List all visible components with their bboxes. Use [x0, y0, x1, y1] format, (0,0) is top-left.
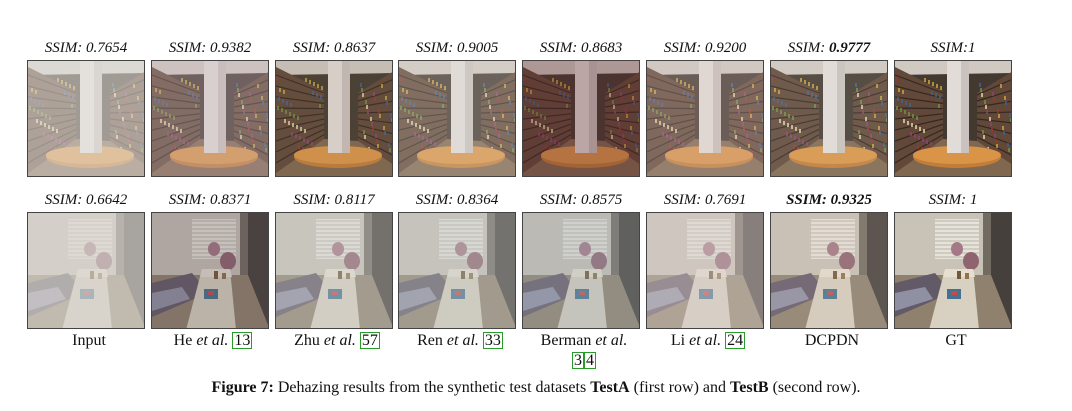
library-scene: [895, 61, 1011, 176]
bedroom-berman-image: [522, 212, 640, 329]
bedroom-scene: [152, 213, 268, 328]
ssim-score: SSIM: 0.9005: [415, 40, 499, 56]
label-li: Li et al. 24: [670, 332, 746, 349]
label-berman: Berman et al. 3 4: [540, 332, 628, 369]
bedroom-scene: [647, 213, 763, 328]
ssim-score: SSIM: 0.8117: [293, 192, 375, 208]
figure-caption: Figure 7: Dehazing results from the synt…: [211, 379, 861, 396]
library-li-image: [646, 60, 764, 177]
bedroom-zhu-image: [275, 212, 393, 329]
bedroom-scene: [523, 213, 639, 328]
ssim-score: SSIM: 0.8364: [415, 192, 499, 208]
library-scene: [647, 61, 763, 176]
bedroom-scene: [895, 213, 1011, 328]
bedroom-scene: [771, 213, 887, 328]
citation-link[interactable]: 24: [725, 332, 746, 349]
ssim-score: SSIM: 0.8371: [168, 192, 252, 208]
bedroom-scene: [28, 213, 144, 328]
citation-link[interactable]: 13: [232, 332, 253, 349]
ssim-score: SSIM: 0.8637: [292, 40, 376, 56]
citation-link[interactable]: 57: [359, 332, 380, 349]
citation-link[interactable]: 4: [584, 352, 596, 369]
library-scene: [523, 61, 639, 176]
label-zhu: Zhu et al. 57: [294, 332, 380, 349]
library-dcpdn-image: [770, 60, 888, 177]
ssim-best-value: 0.9777: [829, 40, 871, 56]
citation-link[interactable]: 33: [482, 332, 503, 349]
ssim-score: SSIM: 0.7654: [44, 40, 128, 56]
library-input-image: [27, 60, 145, 177]
label-dcpdn: DCPDN: [804, 332, 860, 349]
library-gt-image: [894, 60, 1012, 177]
library-scene: [771, 61, 887, 176]
library-scene: [152, 61, 268, 176]
citation-link[interactable]: 3: [572, 352, 584, 369]
ssim-score: SSIM: 0.9200: [663, 40, 747, 56]
ssim-score: SSIM: 0.6642: [44, 192, 128, 208]
library-scene: [28, 61, 144, 176]
bedroom-input-image: [27, 212, 145, 329]
ssim-score: SSIM: 0.8575: [539, 192, 623, 208]
bedroom-li-image: [646, 212, 764, 329]
library-ren-image: [398, 60, 516, 177]
bedroom-dcpdn-image: [770, 212, 888, 329]
ssim-score: SSIM:1: [930, 40, 976, 56]
library-berman-image: [522, 60, 640, 177]
bedroom-scene: [399, 213, 515, 328]
bedroom-gt-image: [894, 212, 1012, 329]
library-scene: [399, 61, 515, 176]
library-scene: [276, 61, 392, 176]
label-he: He et al. 13: [173, 332, 253, 349]
ssim-score: SSIM: 0.9777: [787, 40, 871, 56]
ssim-score: SSIM: 0.8683: [539, 40, 623, 56]
bedroom-scene: [276, 213, 392, 328]
label-gt: GT: [945, 332, 967, 349]
label-ren: Ren et al. 33: [417, 332, 503, 349]
label-input: Input: [72, 332, 106, 349]
library-he-image: [151, 60, 269, 177]
bedroom-he-image: [151, 212, 269, 329]
bedroom-ren-image: [398, 212, 516, 329]
ssim-score: SSIM: 0.9382: [168, 40, 252, 56]
ssim-score: SSIM: 1: [928, 192, 978, 208]
library-zhu-image: [275, 60, 393, 177]
ssim-score: SSIM: 0.7691: [663, 192, 747, 208]
ssim-score: SSIM: 0.9325: [786, 192, 872, 208]
